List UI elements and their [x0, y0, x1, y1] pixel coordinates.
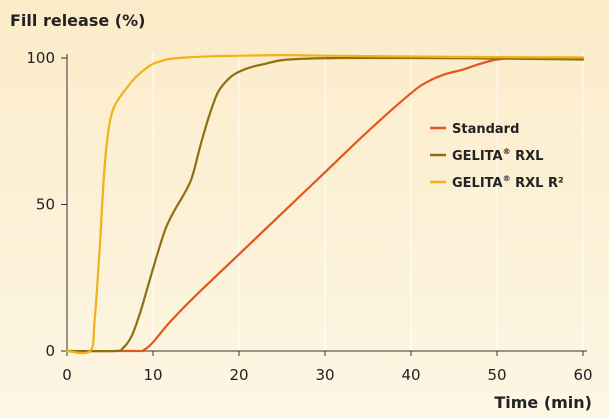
legend-label-0: Standard — [452, 122, 519, 137]
gridlines — [152, 52, 584, 351]
x-tick-label-40: 40 — [401, 366, 420, 384]
series-line-gelita-rxl — [65, 56, 585, 353]
x-tick-label-60: 60 — [573, 366, 592, 384]
x-tick-label-10: 10 — [143, 366, 162, 384]
y-tick-label-100: 100 — [26, 49, 55, 67]
series-line-gelita-rxl-r — [65, 54, 585, 355]
x-tick-label-30: 30 — [315, 366, 334, 384]
legend-label-2: GELITA® RXL R² — [452, 174, 564, 191]
y-tick-label-50: 50 — [36, 196, 55, 214]
y-tick-label-0: 0 — [45, 342, 55, 360]
x-axis-title: Time (min) — [494, 393, 592, 412]
legend-label-1: GELITA® RXL — [452, 147, 543, 164]
y-axis-title: Fill release (%) — [10, 11, 145, 30]
x-tick-label-20: 20 — [229, 366, 248, 384]
axes: 0 50 100 0 10 20 30 40 50 60 — [26, 49, 592, 384]
series-lines — [65, 54, 585, 355]
legend: Standard GELITA® RXL GELITA® RXL R² — [430, 122, 564, 191]
x-tick-label-0: 0 — [62, 366, 72, 384]
x-tick-label-50: 50 — [487, 366, 506, 384]
